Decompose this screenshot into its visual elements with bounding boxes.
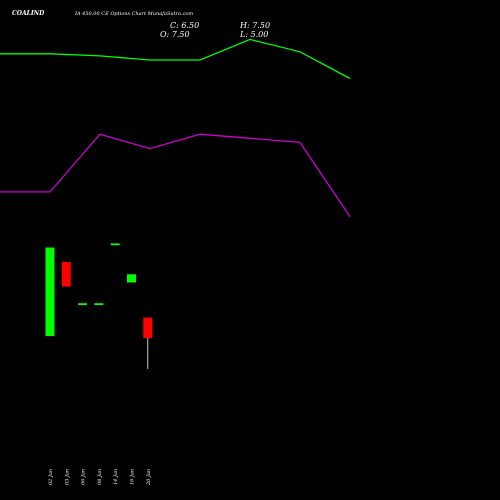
candle-7 [143, 317, 153, 370]
candles-layer [45, 243, 153, 370]
candle-5 [110, 243, 120, 246]
candle-1 [45, 247, 55, 337]
upper-band-line [0, 38, 351, 80]
x-tick-label: 03 Jan [64, 469, 70, 485]
candle-3 [78, 303, 88, 305]
low-label: L: 5.00 [239, 30, 268, 39]
x-tick-label: 08 Jan [97, 469, 103, 485]
x-tick-label: 14 Jan [113, 469, 119, 485]
candle-2 [61, 261, 71, 287]
bands-layer [0, 38, 351, 217]
x-tick-label: 06 Jan [81, 469, 87, 485]
x-tick-label: 20 Jan [146, 469, 152, 486]
open-label: O: 7.50 [160, 30, 190, 39]
candle-body [110, 243, 120, 246]
candle-6 [127, 274, 136, 283]
candle-body [94, 303, 104, 305]
symbol-label: COALIND [12, 10, 45, 17]
high-label: H: 7.50 [239, 21, 270, 30]
x-axis-labels: 02 Jan 03 Jan 06 Jan 08 Jan 14 Jan 16 Jan 20 J… [48, 469, 152, 486]
close-label: C: 6.50 [170, 21, 199, 30]
lower-band-line [0, 133, 351, 217]
candle-body [78, 303, 88, 305]
chart-subtitle: IA 450.00 CE Options Chart MunafaSutra.c… [74, 11, 193, 17]
candle-body [61, 261, 71, 287]
candle-body [45, 247, 55, 337]
candle-body [143, 317, 153, 339]
candle-4 [94, 303, 104, 305]
x-tick-label: 16 Jan [130, 469, 136, 485]
candle-body [127, 274, 136, 283]
x-tick-label: 02 Jan [48, 469, 54, 485]
